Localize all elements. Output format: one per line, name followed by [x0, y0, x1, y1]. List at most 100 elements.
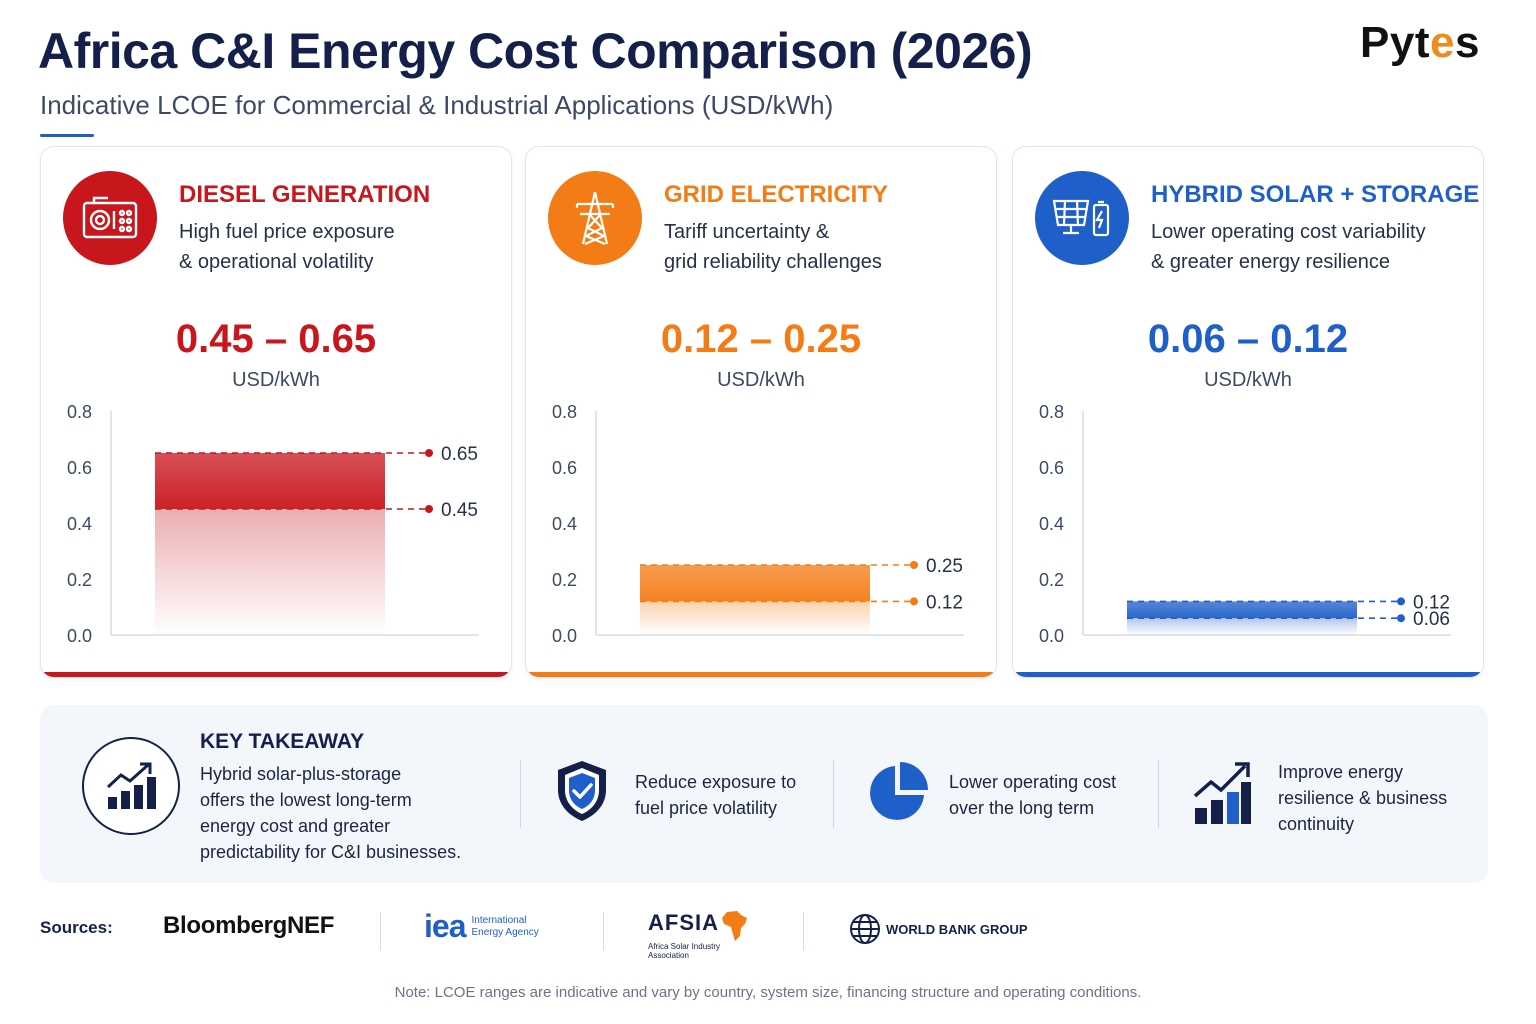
range-low-dot	[910, 597, 918, 606]
benefit-text-line: continuity	[1278, 814, 1355, 834]
range-high-label: 0.12	[1413, 592, 1450, 613]
cost-unit: USD/kWh	[1204, 369, 1292, 391]
y-tick-label: 0.8	[67, 402, 92, 422]
world-bank-name: WORLD BANK GROUP	[886, 921, 1028, 937]
y-tick-label: 0.2	[67, 570, 92, 590]
range-high-dot	[425, 449, 433, 457]
card-description: Tariff uncertainty & grid reliability ch…	[664, 217, 994, 277]
range-high-label: 0.25	[926, 556, 963, 577]
card-accent-bar	[526, 672, 996, 677]
y-tick-label: 0.6	[67, 458, 92, 478]
takeaway-text-line: energy cost and greater	[200, 816, 391, 836]
benefit-text: Improve energy resilience & business con…	[1278, 759, 1447, 837]
benefit-text-line: Improve energy	[1278, 762, 1404, 782]
range-band	[155, 453, 385, 509]
transmission-tower-icon	[548, 171, 642, 265]
y-tick-label: 0.8	[1039, 402, 1064, 422]
footnote: Note: LCOE ranges are indicative and var…	[394, 984, 1142, 1001]
range-chart: 0.8 0.6 0.4 0.2 0.0 0.120.06	[1039, 402, 1451, 646]
divider	[803, 912, 804, 950]
card-title: GRID ELECTRICITY	[664, 181, 889, 208]
y-tick-label: 0.8	[552, 402, 577, 422]
range-high-dot	[910, 561, 918, 569]
trend-up-icon	[82, 737, 180, 835]
divider	[833, 760, 834, 828]
takeaway-text-line: offers the lowest long-term	[200, 790, 412, 810]
afsia-name-line: Africa Solar Industry	[648, 942, 721, 951]
y-tick-label: 0.0	[67, 626, 92, 646]
brand-text-start: Pyt	[1360, 18, 1430, 67]
range-base-fade	[155, 509, 385, 635]
card-description-line: & operational volatility	[179, 251, 374, 273]
divider	[1158, 760, 1159, 828]
afsia-logo-mark: AFSIA	[648, 910, 719, 935]
y-tick-label: 0.0	[552, 626, 577, 646]
solar-battery-icon	[1035, 171, 1129, 265]
range-chart: 0.8 0.6 0.4 0.2 0.0 0.65 0.45	[67, 402, 479, 646]
benefit-text-line: over the long term	[949, 798, 1095, 818]
range-low-label: 0.45	[441, 500, 478, 521]
divider	[603, 912, 604, 950]
africa-map-icon	[722, 911, 747, 941]
afsia-name-line: Association	[648, 951, 689, 960]
range-low-dot	[425, 505, 433, 513]
sources-label: Sources:	[40, 918, 113, 937]
y-tick-label: 0.4	[1039, 514, 1064, 534]
bnef-logo: BloombergNEF	[163, 912, 335, 939]
iea-logo-mark: iea	[424, 908, 466, 944]
card-accent-bar	[41, 672, 511, 677]
pie-chart-icon	[865, 761, 929, 825]
iea-name-line: Energy Agency	[471, 926, 539, 938]
iea-name-line: International	[471, 914, 527, 926]
benefit-text: Lower operating cost over the long term	[949, 769, 1116, 821]
cost-unit: USD/kWh	[717, 369, 805, 391]
takeaway-title: KEY TAKEAWAY	[200, 730, 365, 753]
card-title: HYBRID SOLAR + STORAGE	[1151, 181, 1480, 208]
y-tick-label: 0.2	[552, 570, 577, 590]
world-bank-logo: WORLD BANK GROUP	[848, 912, 1028, 946]
y-tick-label: 0.2	[1039, 570, 1064, 590]
takeaway-text-line: Hybrid solar-plus-storage	[200, 764, 402, 784]
card-description-line: & greater energy resilience	[1151, 251, 1391, 273]
y-tick-label: 0.6	[1039, 458, 1064, 478]
iea-logo-name: International Energy Agency	[471, 915, 538, 939]
iea-logo: iea International Energy Agency	[424, 908, 539, 945]
benefit-text-line: Reduce exposure to	[635, 772, 797, 792]
card-description-line: Lower operating cost variability	[1151, 221, 1426, 243]
card-grid: GRID ELECTRICITY Tariff uncertainty & gr…	[525, 146, 997, 678]
range-high-dot	[1397, 597, 1405, 606]
range-base-fade	[1127, 618, 1357, 635]
brand-text-accent: e	[1429, 18, 1455, 67]
card-diesel: DIESEL GENERATION High fuel price exposu…	[40, 146, 512, 678]
card-description: High fuel price exposure & operational v…	[179, 217, 509, 277]
globe-icon	[850, 914, 880, 944]
range-base-fade	[640, 601, 870, 635]
page-subtitle: Indicative LCOE for Commercial & Industr…	[40, 90, 834, 120]
cost-range: 0.45 – 0.65	[175, 317, 377, 361]
takeaway-text-line: predictability for C&I businesses.	[200, 842, 462, 862]
card-description-line: High fuel price exposure	[179, 221, 395, 243]
shield-check-icon	[552, 757, 612, 825]
benefit-text-line: fuel price volatility	[635, 798, 778, 818]
cost-range: 0.06 – 0.12	[1147, 317, 1349, 361]
divider	[520, 760, 521, 828]
card-description-line: Tariff uncertainty &	[664, 221, 830, 243]
benefit-text-line: Lower operating cost	[949, 772, 1117, 792]
brand-text-end: s	[1454, 18, 1480, 67]
cost-range: 0.12 – 0.25	[660, 317, 862, 361]
card-description-line: grid reliability challenges	[664, 251, 882, 273]
range-low-dot	[1397, 614, 1405, 623]
card-accent-bar	[1013, 672, 1483, 677]
range-high-label: 0.65	[441, 444, 478, 465]
y-tick-label: 0.6	[552, 458, 577, 478]
takeaway-text: Hybrid solar-plus-storage offers the low…	[200, 761, 500, 865]
range-low-label: 0.12	[926, 592, 963, 613]
afsia-logo: AFSIA Africa Solar Industry Association	[648, 910, 749, 960]
brand-logo: Pytes	[1360, 18, 1480, 68]
y-tick-label: 0.4	[67, 514, 92, 534]
cost-unit: USD/kWh	[232, 369, 320, 391]
divider	[380, 912, 381, 950]
benefit-text-line: resilience & business	[1278, 788, 1448, 808]
card-hybrid: HYBRID SOLAR + STORAGE Lower operating c…	[1012, 146, 1484, 678]
range-band	[1127, 601, 1357, 619]
